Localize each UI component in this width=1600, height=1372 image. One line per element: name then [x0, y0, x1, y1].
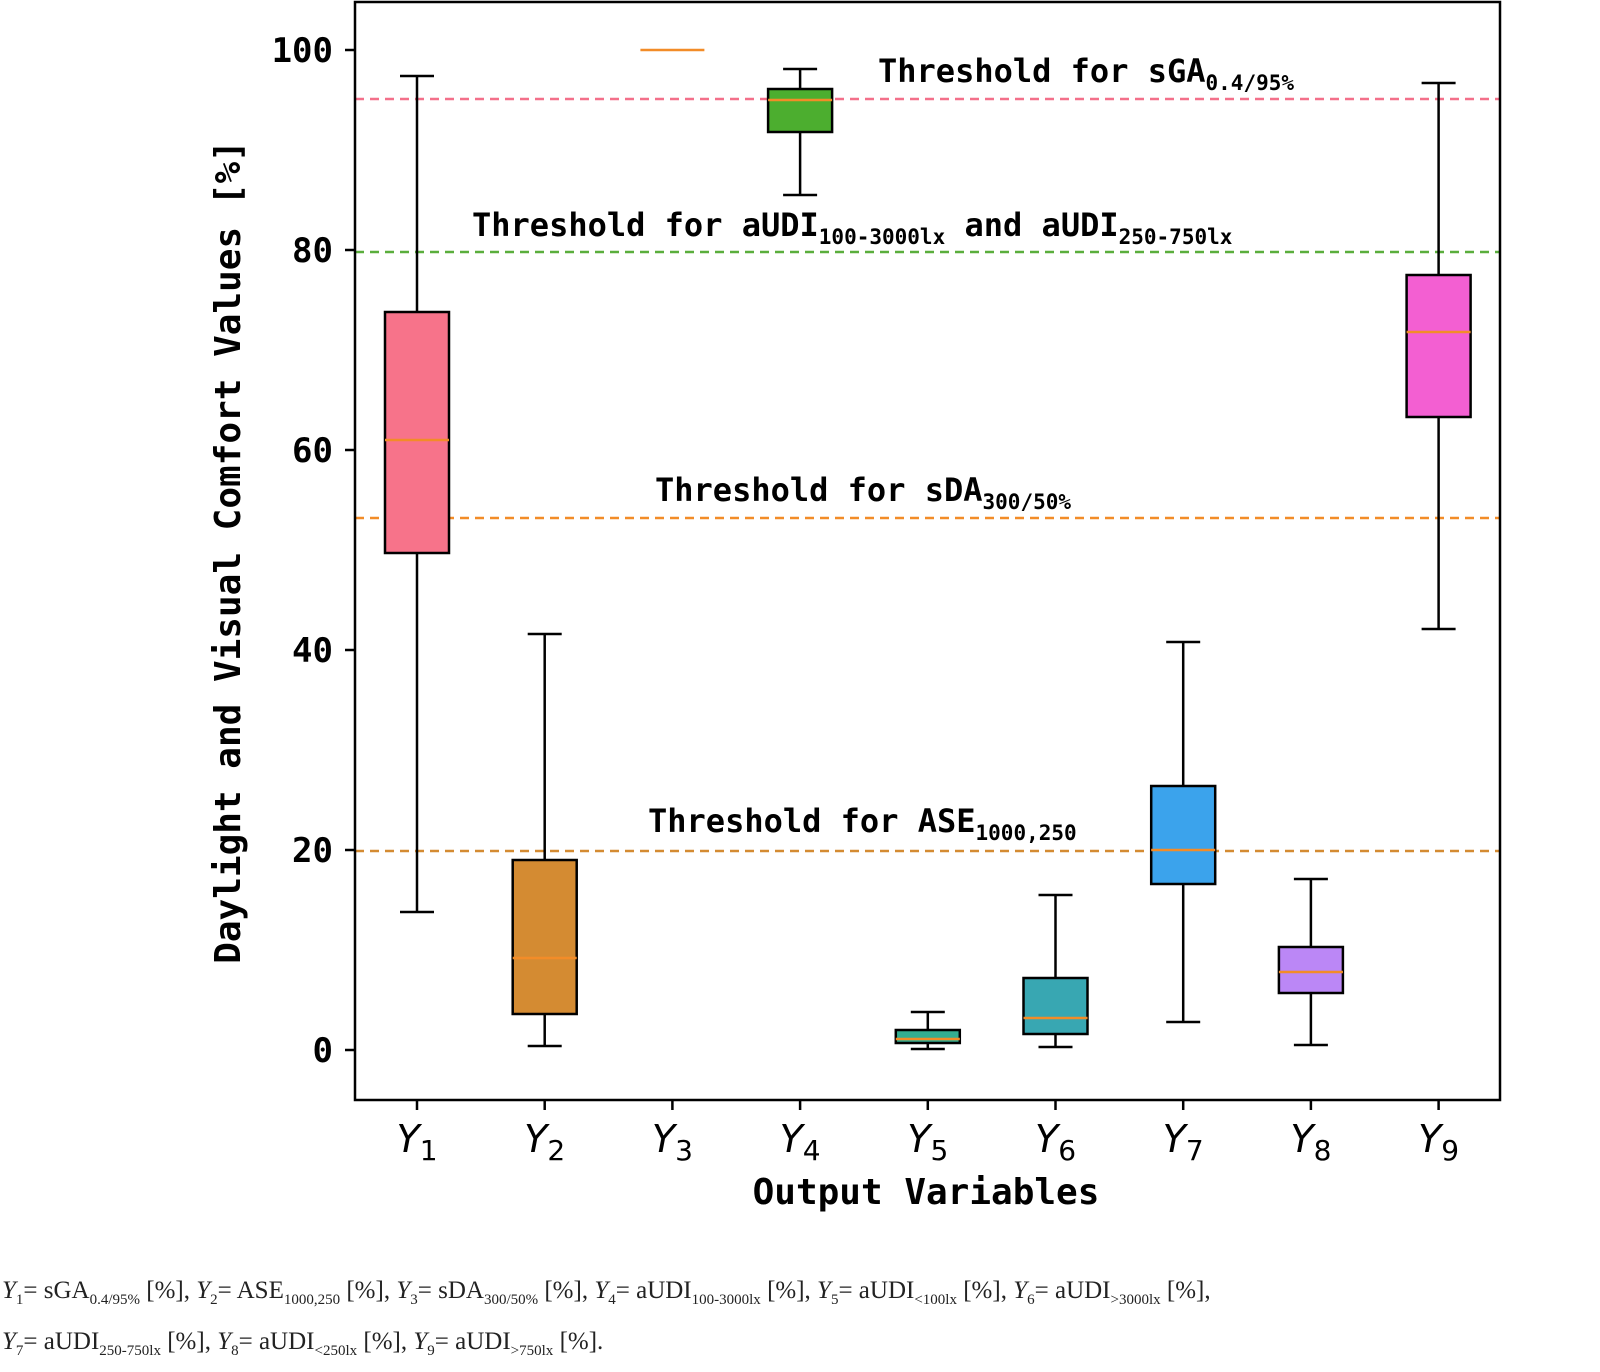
iqr-box: [511, 858, 578, 1016]
box-4: [766, 67, 834, 197]
x-tick-label: Y2: [524, 1117, 565, 1167]
box-2: [511, 632, 578, 1048]
y-axis-title: Daylight and Visual Comfort Values [%]: [208, 140, 249, 964]
y-tick-label: 20: [292, 831, 333, 871]
x-tick-label: Y5: [907, 1117, 948, 1167]
y-axis-ticks: 0 20 40 60 80 100: [272, 31, 355, 1071]
iqr-box: [1277, 945, 1345, 995]
box-5: [894, 1010, 962, 1051]
x-tick-label: Y3: [652, 1117, 693, 1167]
x-tick-label: Y1: [396, 1117, 437, 1167]
iqr-box: [894, 1028, 962, 1045]
box-series: [383, 48, 1472, 1051]
iqr-box: [766, 87, 834, 134]
threshold-labels: Threshold for sGA0.4/95% Threshold for aU…: [472, 52, 1294, 845]
threshold-label-2: Threshold for aUDI100-3000lx and aUDI250…: [472, 206, 1233, 249]
caption-line-1: Y1= sGA0.4/95% [%], Y2= ASE1000,250 [%],…: [2, 1277, 1211, 1308]
box-7: [1149, 640, 1217, 1024]
iqr-box: [383, 310, 451, 555]
threshold-label-3: Threshold for sDA300/50%: [655, 471, 1071, 514]
y-tick-label: 100: [272, 31, 333, 71]
x-tick-label: Y9: [1418, 1117, 1459, 1167]
box-9: [1405, 81, 1472, 631]
x-axis-title: Output Variables: [753, 1172, 1100, 1213]
iqr-box: [1022, 976, 1089, 1036]
y-tick-label: 40: [292, 631, 333, 671]
iqr-box: [1149, 784, 1217, 886]
x-tick-label: Y8: [1290, 1117, 1331, 1167]
x-axis-ticks: Y1 Y2 Y3 Y4 Y5 Y6 Y7 Y8 Y9: [396, 1100, 1459, 1167]
y-tick-label: 60: [292, 431, 333, 471]
x-tick-label: Y4: [780, 1117, 821, 1167]
box-plot-chart: 0 20 40 60 80 100 Y1 Y2 Y3 Y4 Y5 Y6 Y7 Y8 Y9 Daylight…: [208, 0, 1502, 1213]
y-tick-label: 0: [313, 1031, 333, 1071]
x-tick-label: Y6: [1035, 1117, 1076, 1167]
box-6: [1022, 893, 1089, 1049]
threshold-label-4: Threshold for ASE1000,250: [648, 802, 1077, 845]
box-1: [383, 74, 451, 914]
caption-line-2: Y7= aUDI250-750lx [%], Y8= aUDI<250lx [%…: [2, 1328, 604, 1359]
iqr-box: [1405, 273, 1472, 419]
figure-caption: Y1= sGA0.4/95% [%], Y2= ASE1000,250 [%],…: [2, 1270, 1598, 1372]
y-tick-label: 80: [292, 231, 333, 271]
threshold-lines: [355, 97, 1500, 853]
box-8: [1277, 877, 1345, 1047]
x-tick-label: Y7: [1163, 1117, 1204, 1167]
threshold-label-1: Threshold for sGA0.4/95%: [878, 52, 1294, 95]
